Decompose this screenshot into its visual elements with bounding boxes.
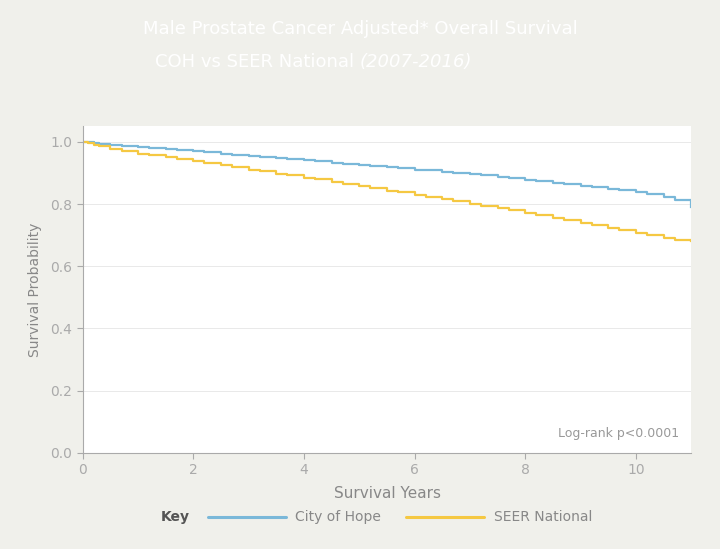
Text: COH vs SEER National: COH vs SEER National (155, 53, 360, 71)
Text: Log-rank p<0.0001: Log-rank p<0.0001 (558, 427, 679, 440)
Text: City of Hope: City of Hope (295, 511, 382, 524)
Y-axis label: Survival Probability: Survival Probability (28, 222, 42, 357)
Text: (2007-2016): (2007-2016) (360, 53, 472, 71)
X-axis label: Survival Years: Survival Years (333, 486, 441, 501)
Text: Male Prostate Cancer Adjusted* Overall Survival: Male Prostate Cancer Adjusted* Overall S… (143, 20, 577, 38)
Text: SEER National: SEER National (494, 511, 592, 524)
Text: Key: Key (161, 511, 190, 524)
